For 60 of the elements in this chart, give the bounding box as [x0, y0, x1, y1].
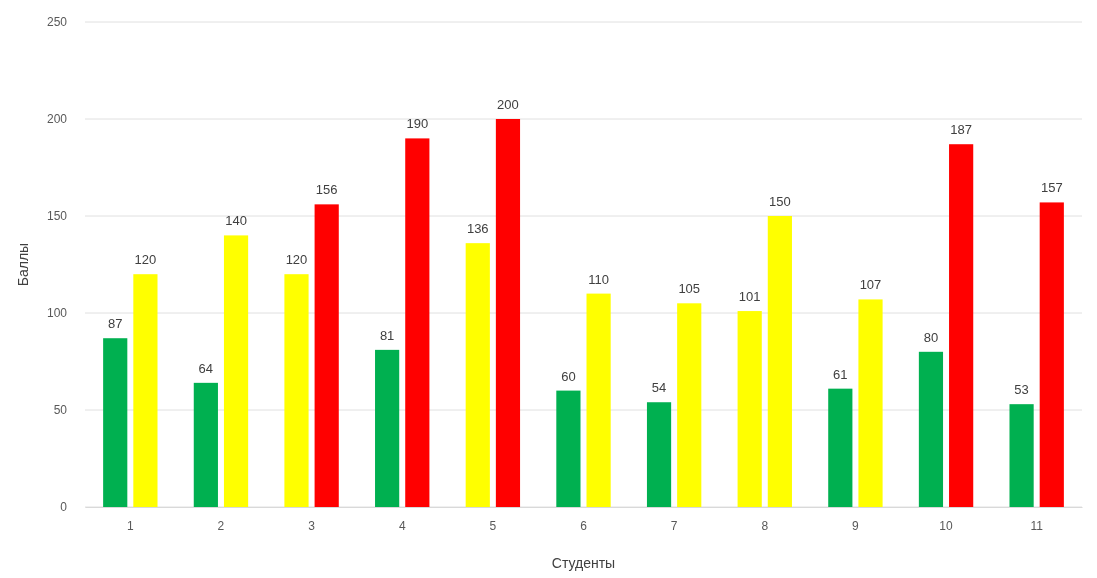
bar — [314, 204, 339, 507]
bar — [556, 390, 581, 507]
x-tick-label: 1 — [126, 518, 134, 533]
x-axis-title: Студенты — [551, 555, 616, 571]
bar — [858, 299, 883, 507]
data-label: 187 — [950, 122, 972, 138]
data-label: 190 — [406, 116, 429, 132]
y-tick-label: 150 — [46, 209, 68, 224]
bar — [223, 235, 249, 507]
x-tick-label: 4 — [398, 518, 406, 533]
bar — [586, 293, 611, 507]
bar — [1039, 202, 1064, 507]
bar — [767, 216, 792, 507]
x-tick-label: 2 — [217, 518, 225, 533]
bar — [677, 303, 702, 507]
bar — [405, 138, 430, 507]
data-label: 136 — [466, 221, 489, 237]
data-label: 107 — [859, 277, 882, 293]
y-tick-label: 50 — [53, 403, 68, 418]
y-tick-label: 200 — [46, 112, 68, 127]
data-label: 110 — [588, 271, 609, 287]
data-label: 150 — [769, 194, 791, 209]
x-tick-label: 10 — [939, 518, 954, 533]
bar — [828, 388, 853, 507]
x-tick-label: 7 — [670, 518, 678, 533]
bar — [949, 144, 974, 507]
x-tick-label: 6 — [580, 518, 588, 533]
x-tick-label: 9 — [852, 518, 860, 533]
x-tick-label: 8 — [761, 518, 769, 533]
y-tick-label: 0 — [60, 500, 68, 515]
bar — [103, 338, 128, 507]
data-label: 54 — [651, 380, 667, 396]
data-label: 81 — [379, 327, 395, 343]
y-axis-title: Баллы — [15, 242, 31, 287]
data-label: 53 — [1014, 382, 1029, 398]
bar — [646, 402, 672, 507]
bar — [918, 351, 944, 507]
data-label: 60 — [561, 368, 576, 384]
bar — [495, 119, 521, 507]
bar — [1009, 404, 1034, 507]
bar — [375, 349, 400, 507]
data-label: 105 — [678, 281, 701, 297]
y-tick-label: 250 — [46, 15, 68, 30]
data-label: 200 — [497, 97, 519, 112]
data-label: 61 — [833, 366, 848, 382]
data-label: 87 — [107, 316, 123, 332]
data-label: 64 — [198, 360, 214, 376]
y-tick-label: 100 — [46, 306, 68, 321]
data-label: 140 — [225, 213, 247, 229]
x-tick-label: 11 — [1030, 518, 1044, 533]
data-label: 120 — [285, 252, 308, 268]
data-label: 80 — [923, 329, 939, 345]
data-label: 120 — [134, 252, 157, 268]
x-tick-label: 5 — [489, 518, 497, 533]
data-label: 101 — [738, 289, 761, 305]
data-label: 157 — [1040, 180, 1063, 196]
data-label: 156 — [315, 182, 338, 198]
x-tick-label: 3 — [308, 518, 316, 533]
bar — [133, 274, 158, 507]
bar — [193, 382, 218, 507]
